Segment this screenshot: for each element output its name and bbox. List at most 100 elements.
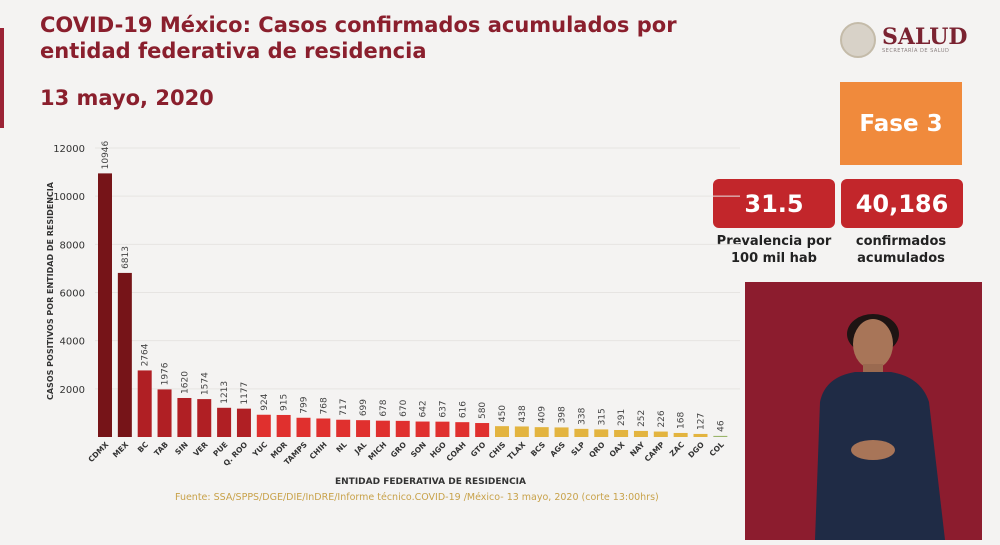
interpreter-figure	[815, 314, 945, 540]
sign-language-interpreter-video	[745, 282, 982, 540]
bar-slp	[574, 428, 589, 437]
report-date: 13 mayo, 2020	[40, 86, 214, 110]
bar-gto	[475, 423, 490, 437]
y-tick-label: 2000	[60, 385, 85, 396]
bar-camp	[653, 431, 668, 437]
data-label: 6813	[121, 246, 131, 269]
x-tick-label: BCS	[529, 440, 547, 458]
bar-tab	[157, 389, 172, 437]
data-label: 291	[617, 409, 627, 426]
x-tick-label: COL	[708, 440, 726, 458]
x-tick-label: YUC	[250, 440, 269, 459]
prevalence-value: 31.5	[713, 179, 835, 228]
x-tick-label: COAH	[445, 440, 468, 463]
x-tick-label: NL	[334, 440, 348, 454]
x-tick-label: MICH	[366, 440, 388, 462]
data-label: 670	[399, 399, 409, 416]
x-tick-label: CHIH	[308, 440, 329, 461]
x-tick-label: VER	[191, 440, 209, 458]
data-label: 1574	[200, 372, 210, 395]
data-label: 1620	[180, 371, 190, 394]
data-label: 127	[697, 413, 707, 430]
x-tick-label: TAB	[152, 440, 170, 458]
data-label: 315	[597, 408, 607, 425]
x-axis-label: ENTIDAD FEDERATIVA DE RESIDENCIA	[335, 477, 526, 487]
x-tick-label: SIN	[173, 440, 190, 457]
national-seal-icon	[840, 22, 876, 58]
data-label: 10946	[101, 140, 111, 169]
data-label: 699	[359, 399, 369, 416]
data-label: 678	[379, 399, 389, 416]
data-label: 915	[280, 394, 290, 411]
logo-subtitle: SECRETARÍA DE SALUD	[882, 48, 950, 54]
data-label: 168	[677, 412, 687, 429]
salud-logo: SALUD SECRETARÍA DE SALUD	[840, 22, 968, 58]
source-note: Fuente: SSA/SPPS/DGE/DIE/InDRE/Informe t…	[175, 492, 659, 503]
data-label: 1976	[161, 362, 171, 385]
bar-oax	[614, 429, 629, 437]
x-tick-label: AGS	[548, 440, 567, 459]
data-label: 409	[538, 406, 548, 423]
data-label: 642	[419, 400, 429, 417]
data-label: 450	[498, 405, 508, 422]
y-tick-label: 10000	[53, 192, 85, 203]
bar-qroo	[236, 408, 251, 437]
bar-ver	[197, 399, 212, 437]
x-tick-label: SON	[409, 440, 428, 459]
bar-nl	[336, 419, 351, 437]
data-label: 637	[438, 400, 448, 417]
x-tick-label: CHIS	[487, 440, 507, 460]
x-tick-label: TLAX	[506, 440, 528, 462]
bar-chih	[316, 418, 331, 437]
bar-mich	[375, 420, 390, 437]
data-label: 717	[339, 399, 349, 416]
bar-nay	[633, 430, 648, 437]
bar-yuc	[256, 414, 271, 437]
bar-ags	[554, 427, 569, 437]
bar-qro	[594, 429, 609, 437]
data-label: 338	[577, 407, 587, 424]
bar-gro	[395, 420, 410, 437]
bar-dgo	[693, 433, 708, 437]
data-label: 226	[657, 410, 667, 427]
y-tick-label: 12000	[53, 144, 85, 155]
x-tick-label: GTO	[469, 440, 488, 459]
logo-name: SALUD	[882, 24, 968, 50]
x-tick-label: DGO	[686, 440, 706, 460]
data-label: 252	[637, 410, 647, 427]
data-label: 924	[260, 393, 270, 410]
data-label: 46	[716, 420, 726, 432]
x-tick-label: CDMX	[86, 440, 110, 464]
x-tick-label: GRO	[389, 440, 408, 459]
bar-col	[713, 435, 728, 437]
x-tick-label: CAMP	[643, 440, 667, 464]
bar-coah	[455, 422, 470, 437]
data-label: 1177	[240, 382, 250, 405]
prevalence-label: Prevalencia por 100 mil hab	[716, 234, 832, 266]
x-tick-label: QRO	[587, 440, 606, 459]
bar-mex	[117, 272, 132, 437]
confirmed-label: confirmados acumulados	[855, 234, 947, 266]
bar-sin	[177, 397, 192, 437]
bar-bcs	[534, 427, 549, 437]
data-label: 398	[558, 406, 568, 423]
data-label: 616	[458, 401, 468, 418]
bar-chart: 2000 4000 6000 8000 10000 12000 10946 CDMX 6813 M…	[53, 140, 740, 468]
bar-son	[415, 421, 430, 437]
bar-jal	[356, 420, 371, 437]
bar-tamps	[296, 417, 311, 437]
x-tick-label: JAL	[352, 440, 369, 457]
x-tick-label: MEX	[111, 440, 131, 460]
data-label: 2764	[141, 343, 151, 366]
confirmed-value: 40,186	[841, 179, 963, 228]
x-tick-label: OAX	[608, 440, 627, 459]
bar-hgo	[435, 421, 450, 437]
bar-zac	[673, 432, 688, 437]
data-label: 438	[518, 405, 528, 422]
accent-bar	[0, 28, 4, 128]
data-label: 580	[478, 402, 488, 419]
data-label: 1213	[220, 381, 230, 404]
bar-cdmx	[98, 173, 112, 437]
page-title: COVID-19 México: Casos confirmados acumu…	[40, 13, 677, 63]
bar-mor	[276, 414, 291, 437]
